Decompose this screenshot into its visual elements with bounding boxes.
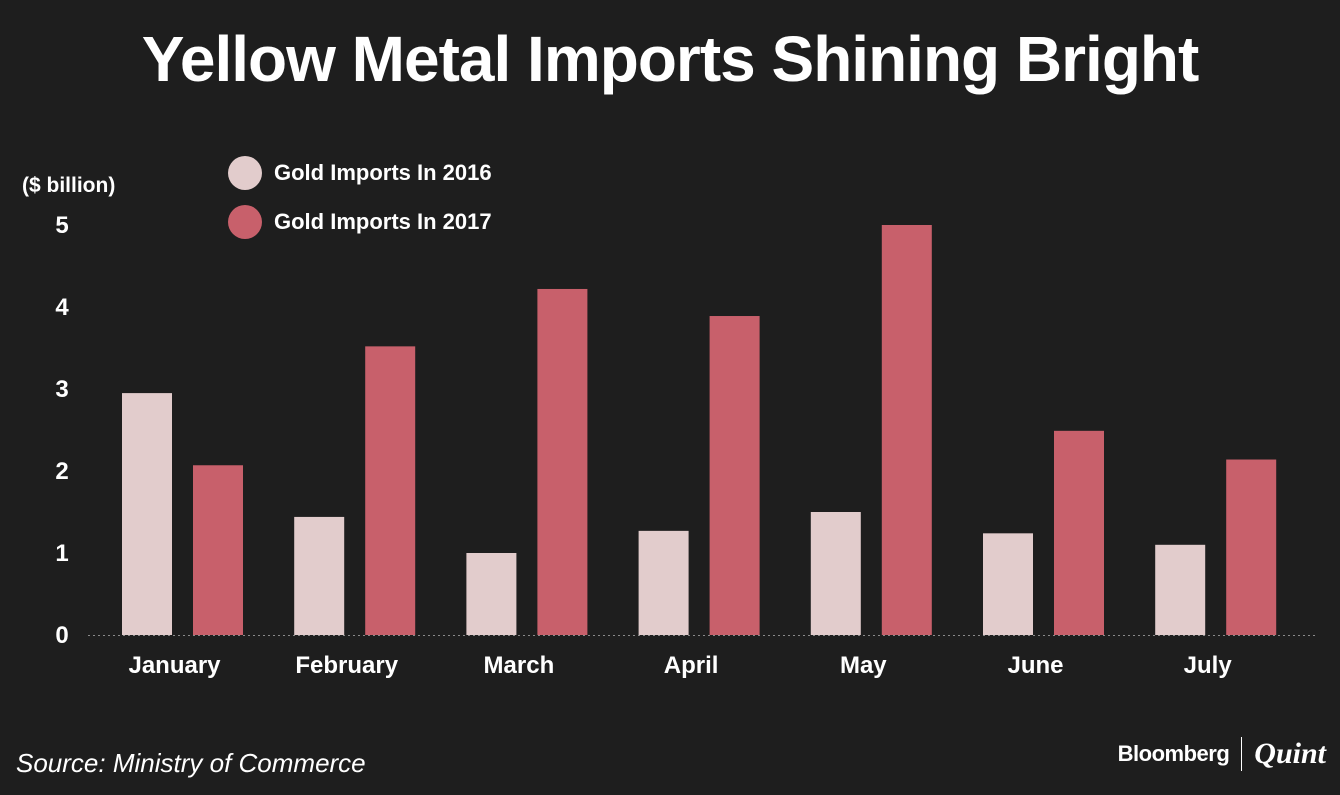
bar-2017-june (1054, 430, 1104, 635)
brand-divider (1241, 737, 1243, 771)
bar-2016-april (638, 530, 689, 635)
y-tick-label: 3 (55, 376, 68, 403)
x-tick-label: March (484, 652, 555, 679)
bloomberg-wordmark: Bloomberg (1117, 741, 1230, 766)
x-tick-label: June (1007, 652, 1063, 679)
bar-2016-may (810, 512, 861, 635)
legend-swatch-2017 (228, 205, 262, 239)
y-tick-label: 4 (55, 294, 69, 321)
source-note: Source: Ministry of Commerce (16, 748, 366, 778)
y-axis-unit-label: ($ billion) (22, 174, 116, 197)
x-tick-label: April (664, 652, 719, 679)
bar-2017-july (1226, 459, 1277, 635)
legend-swatch-2016 (228, 156, 262, 190)
chart-title: Yellow Metal Imports Shining Bright (141, 23, 1200, 95)
bar-2017-january (193, 465, 243, 635)
bar-2016-june (983, 533, 1033, 635)
bar-2016-july (1155, 544, 1206, 635)
quint-wordmark: Quint (1254, 737, 1326, 770)
brand-logo: Bloomberg Quint (1118, 734, 1326, 774)
bar-2016-january (122, 393, 172, 635)
legend-label-2016: Gold Imports In 2016 (274, 160, 492, 185)
x-tick-label: January (128, 652, 221, 679)
legend-label-2017: Gold Imports In 2017 (274, 209, 492, 234)
chart-legend: Gold Imports In 2016 Gold Imports In 201… (228, 156, 492, 254)
x-tick-label: July (1184, 652, 1233, 679)
y-tick-label: 5 (55, 212, 68, 239)
bar-2017-february (365, 346, 416, 635)
bar-2016-march (466, 553, 517, 635)
legend-item-2017: Gold Imports In 2017 (228, 205, 492, 239)
bar-2017-march (537, 288, 588, 635)
y-tick-label: 1 (55, 540, 68, 567)
legend-item-2016: Gold Imports In 2016 (228, 156, 492, 190)
y-tick-label: 0 (55, 622, 68, 649)
bar-2016-february (294, 516, 345, 635)
bar-2017-may (881, 225, 932, 635)
x-tick-label: February (295, 652, 398, 679)
bar-2017-april (709, 316, 760, 635)
x-tick-label: May (840, 652, 887, 679)
y-tick-label: 2 (55, 458, 68, 485)
